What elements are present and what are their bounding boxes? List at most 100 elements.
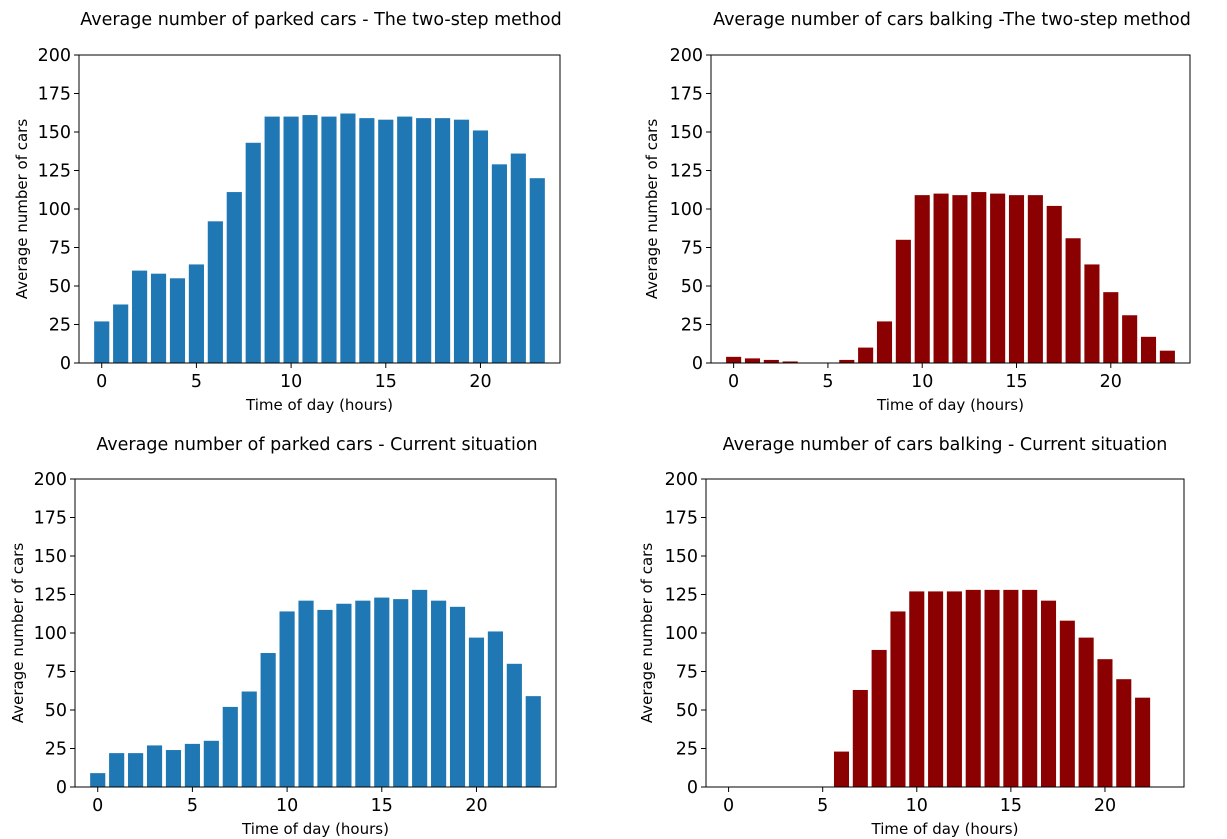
- y-tick-label: 100: [34, 624, 67, 644]
- bar-hour-17: [416, 118, 432, 363]
- bar-hour-10: [279, 611, 295, 787]
- bar-hour-14: [355, 600, 371, 787]
- bar-hour-15: [374, 597, 390, 787]
- x-tick-label: 10: [911, 372, 933, 392]
- bar-hour-21: [1122, 315, 1138, 363]
- bar-hour-9: [264, 116, 280, 363]
- chart-title: Average number of parked cars - The two-…: [80, 10, 561, 30]
- bar-hour-10: [914, 195, 930, 363]
- bar-hour-12: [946, 591, 962, 787]
- y-tick-label: 0: [60, 354, 71, 374]
- bar-hour-12: [321, 116, 337, 363]
- bar-hour-8: [245, 142, 261, 363]
- bar-hour-1: [109, 753, 125, 787]
- bar-hour-13: [336, 603, 352, 787]
- bar-hour-9: [260, 653, 276, 787]
- chart-title: Average number of cars balking -The two-…: [713, 10, 1191, 30]
- x-tick-label: 5: [191, 372, 202, 392]
- bar-hour-19: [453, 119, 470, 364]
- bar-hour-22: [1140, 336, 1157, 363]
- y-tick-label: 100: [665, 624, 698, 644]
- bar-hour-5: [184, 743, 200, 787]
- x-tick-label: 15: [1000, 796, 1022, 816]
- y-tick-label: 175: [34, 509, 67, 529]
- y-tick-label: 125: [34, 586, 67, 606]
- bar-hour-22: [510, 153, 526, 363]
- y-tick-label: 200: [34, 470, 67, 490]
- x-tick-label: 20: [1094, 796, 1116, 816]
- x-tick-label: 10: [276, 796, 298, 816]
- bar-hour-12: [952, 195, 968, 363]
- x-axis-label: Time of day (hours): [245, 396, 393, 414]
- bar-hour-21: [491, 164, 507, 363]
- bar-hour-1: [744, 358, 761, 363]
- x-tick-label: 10: [280, 372, 302, 392]
- bar-hour-12: [317, 609, 333, 787]
- y-tick-label: 50: [676, 701, 698, 721]
- bar-hour-4: [169, 278, 186, 363]
- bar-hour-16: [393, 599, 409, 787]
- y-tick-label: 0: [56, 778, 67, 798]
- bar-hour-14: [990, 193, 1006, 363]
- y-tick-label: 100: [670, 200, 703, 220]
- y-tick-label: 25: [681, 316, 703, 336]
- y-tick-label: 25: [49, 316, 71, 336]
- y-tick-label: 125: [665, 586, 698, 606]
- bar-hour-2: [763, 359, 779, 363]
- y-tick-label: 75: [49, 239, 71, 259]
- x-tick-label: 10: [906, 796, 928, 816]
- x-tick-label: 0: [728, 372, 739, 392]
- y-tick-label: 200: [665, 470, 698, 490]
- bar-hour-20: [472, 130, 489, 363]
- x-tick-label: 0: [92, 796, 103, 816]
- y-axis-label: Average number of cars: [13, 119, 31, 300]
- y-tick-label: 25: [45, 740, 67, 760]
- bar-hour-14: [359, 118, 375, 363]
- x-tick-label: 15: [375, 372, 397, 392]
- y-tick-label: 50: [681, 277, 703, 297]
- bar-hour-11: [302, 115, 318, 363]
- bar-hour-5: [188, 264, 204, 363]
- x-axis-label: Time of day (hours): [876, 396, 1024, 414]
- x-tick-label: 15: [371, 796, 393, 816]
- bar-hour-7: [222, 706, 238, 787]
- bar-hour-3: [150, 273, 167, 363]
- y-tick-label: 50: [49, 277, 71, 297]
- x-tick-label: 20: [1100, 372, 1122, 392]
- x-tick-label: 5: [817, 796, 828, 816]
- bar-hour-22: [506, 663, 522, 787]
- y-tick-label: 150: [38, 123, 71, 143]
- bar-hour-15: [1008, 195, 1025, 363]
- x-tick-label: 5: [187, 796, 198, 816]
- bar-hour-23: [1159, 350, 1175, 363]
- x-tick-label: 20: [465, 796, 487, 816]
- y-tick-label: 75: [681, 239, 703, 259]
- x-tick-label: 0: [96, 372, 107, 392]
- bar-hour-20: [468, 637, 485, 787]
- bar-hour-6: [833, 751, 850, 787]
- y-tick-label: 175: [670, 85, 703, 105]
- bar-hour-10: [909, 591, 925, 787]
- bar-hour-20: [1097, 659, 1113, 787]
- y-tick-label: 0: [692, 354, 703, 374]
- bar-hour-22: [1135, 697, 1151, 787]
- bar-hour-0: [726, 356, 742, 363]
- bar-hour-18: [1059, 620, 1075, 787]
- y-tick-label: 150: [665, 547, 698, 567]
- bar-hour-18: [435, 118, 451, 363]
- bar-hour-15: [1003, 589, 1019, 787]
- bar-hour-16: [397, 116, 413, 363]
- y-tick-label: 50: [45, 701, 67, 721]
- bar-hour-16: [1022, 589, 1038, 787]
- bar-hour-2: [128, 753, 144, 787]
- y-tick-label: 200: [38, 46, 71, 66]
- bar-hour-19: [1084, 264, 1100, 363]
- bar-hour-9: [890, 611, 906, 787]
- bar-hour-13: [340, 113, 356, 364]
- bar-hour-20: [1103, 292, 1119, 363]
- y-tick-label: 125: [670, 162, 703, 182]
- bar-hour-10: [283, 116, 299, 363]
